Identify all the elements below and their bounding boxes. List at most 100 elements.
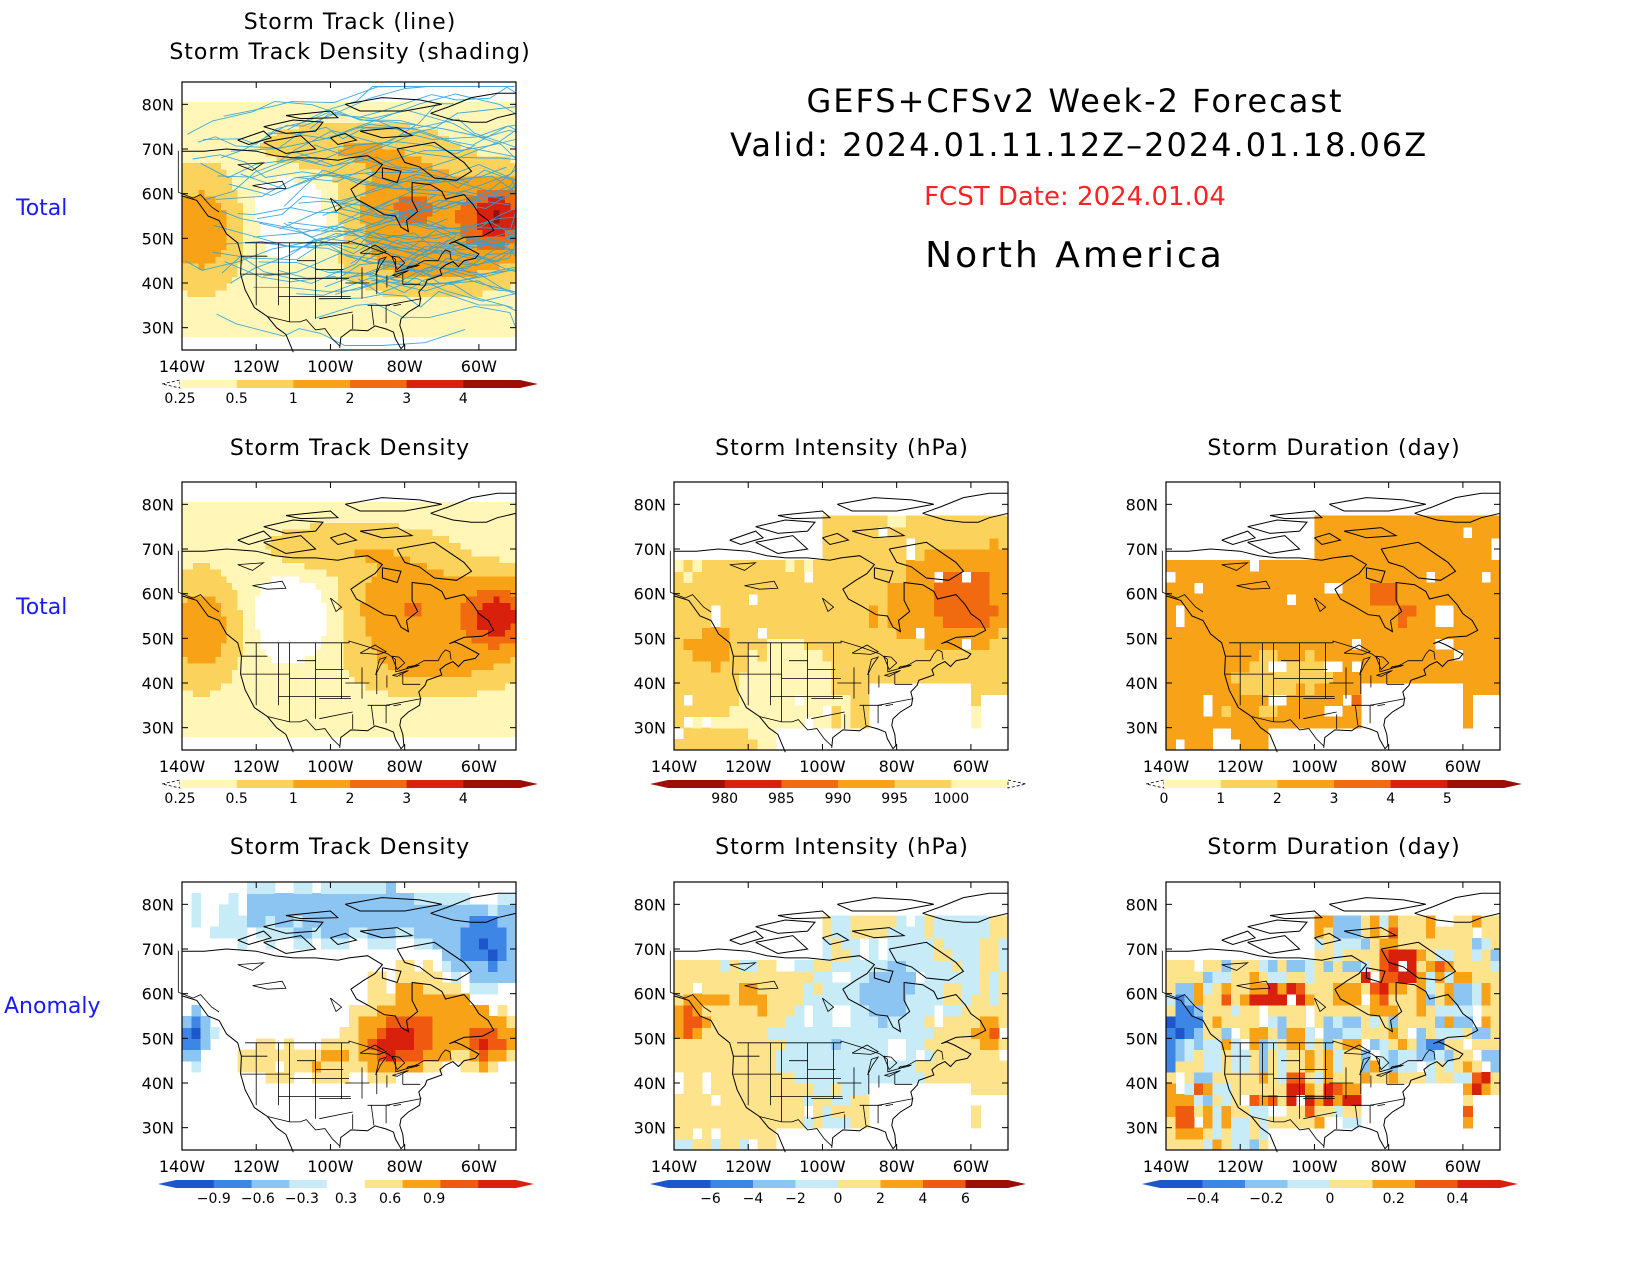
- dens-total-cell: [343, 696, 350, 704]
- dens-total-cell: [254, 669, 261, 677]
- track-cell: [204, 202, 211, 210]
- track-cell: [465, 229, 473, 237]
- int-total-border: [885, 704, 894, 707]
- track-cell: [382, 269, 389, 277]
- dens-total-cell: [182, 515, 189, 523]
- int-total-cell: [738, 560, 749, 572]
- track-cell: [315, 102, 322, 110]
- track-cell: [259, 316, 267, 324]
- dens-total-cell: [354, 508, 361, 517]
- dens-total-cell: [332, 729, 339, 738]
- int-total-cell: [859, 593, 870, 606]
- dens-total-cell: [243, 555, 250, 563]
- dens-total-cell: [510, 709, 517, 718]
- dens-total-cell: [354, 662, 361, 671]
- track-cell: [271, 262, 278, 271]
- track-cell: [259, 283, 267, 291]
- dens-total-cell: [421, 709, 428, 718]
- dens-total-cell: [365, 582, 372, 590]
- dens-total-cell: [393, 656, 400, 664]
- track-cell: [438, 216, 445, 224]
- track-cell: [254, 236, 261, 244]
- dens-total-cell: [332, 522, 339, 530]
- track-cell: [388, 289, 395, 297]
- dens-total-cell: [248, 703, 255, 711]
- track-cell: [371, 195, 378, 204]
- track-cell: [293, 283, 300, 291]
- dens-total-cell: [499, 709, 506, 718]
- track-cell: [465, 222, 473, 230]
- dens-total-cell: [198, 502, 205, 510]
- track-cell: [454, 316, 461, 324]
- track-cell: [254, 323, 261, 331]
- dens-total-cell: [243, 602, 250, 610]
- track-cell: [354, 142, 361, 150]
- track-cell: [360, 296, 367, 304]
- dur-total-cell: [1240, 582, 1251, 595]
- track-cell: [276, 303, 283, 311]
- track-cell: [488, 182, 495, 190]
- dens-total-cell: [499, 582, 506, 590]
- track-cell: [421, 202, 428, 210]
- dens-total-cell: [198, 729, 205, 738]
- dens-total-cell: [321, 729, 328, 738]
- track-cell: [371, 216, 378, 224]
- dens-total-cell: [187, 542, 194, 550]
- dens-total-cell: [465, 622, 473, 630]
- track-cell: [504, 102, 512, 110]
- track-cell: [198, 303, 205, 311]
- dens-total-cell: [454, 642, 461, 651]
- track-cell: [248, 256, 255, 264]
- dens-total-cell: [271, 549, 278, 557]
- int-total-frame: [673, 481, 1009, 751]
- track-cell: [415, 283, 422, 291]
- int-total-cell: [785, 705, 796, 718]
- int-total-cell: [850, 560, 861, 572]
- dur-total-cell: [1212, 671, 1223, 684]
- dens-total-cell: [259, 502, 267, 510]
- track-cell: [198, 209, 205, 217]
- dens-total-cell: [421, 508, 428, 517]
- dens-total-cell: [460, 582, 467, 590]
- track-cell: [209, 269, 216, 277]
- track-cell: [471, 209, 478, 217]
- dens-total-cell: [321, 549, 328, 557]
- dens-total-cell: [504, 642, 512, 651]
- track-cell: [221, 229, 228, 237]
- dens-total-cell: [471, 528, 478, 537]
- track-cell: [276, 309, 283, 318]
- dens-total-cell: [499, 656, 506, 664]
- int-total-cell: [738, 627, 749, 639]
- int-total-cell: [738, 571, 749, 584]
- dens-total-cell: [321, 683, 328, 691]
- dens-total-cell: [376, 683, 383, 691]
- track-cell: [365, 182, 372, 190]
- dens-total-cell: [193, 656, 200, 664]
- dens-total-cell: [198, 662, 205, 671]
- track-cell: [376, 283, 383, 291]
- track-cell: [209, 296, 216, 304]
- track-cell: [198, 222, 205, 230]
- dens-total-cell: [382, 595, 389, 604]
- track-cell: [376, 108, 383, 117]
- dens-total-cell: [371, 636, 378, 644]
- dens-total-cell: [209, 622, 216, 630]
- track-cell: [460, 329, 467, 338]
- dens-total-lat-label: 30N: [142, 719, 174, 738]
- track-cell: [454, 296, 461, 304]
- track-cell: [376, 189, 383, 197]
- dens-total-cell: [193, 636, 200, 644]
- dens-total-cell: [332, 662, 339, 671]
- track-cell: [287, 329, 294, 338]
- track-cell: [276, 102, 283, 110]
- dens-total-cell: [243, 515, 250, 523]
- track-cell: [243, 229, 250, 237]
- track-cell: [454, 323, 461, 331]
- track-cell: [393, 142, 400, 150]
- int-total-cell: [924, 616, 935, 628]
- track-cell: [415, 108, 422, 117]
- dens-total-cell: [360, 562, 367, 570]
- dens-total-cell: [193, 582, 200, 590]
- track-cell: [237, 128, 244, 137]
- dens-total-cell: [287, 669, 294, 677]
